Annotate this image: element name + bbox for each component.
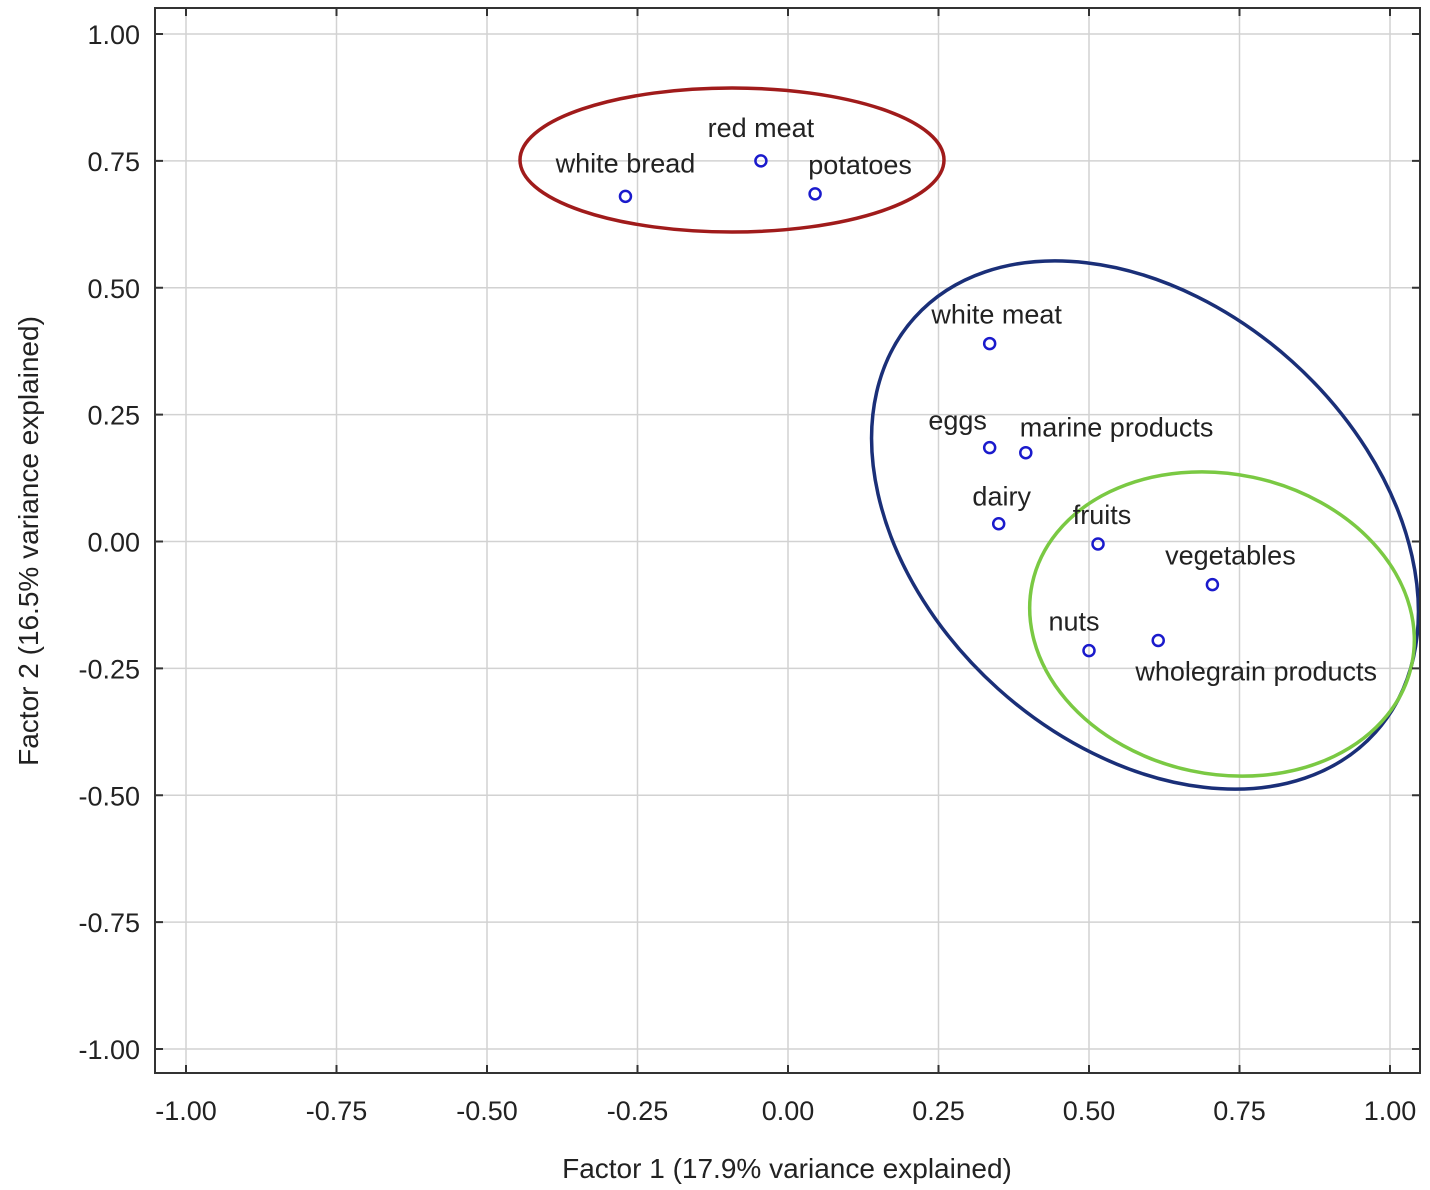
point-label: white meat bbox=[930, 300, 1062, 330]
y-tick-label: 1.00 bbox=[87, 20, 140, 50]
cluster-ellipse bbox=[1027, 470, 1417, 778]
x-tick-label: 0.00 bbox=[762, 1096, 815, 1126]
y-tick-label: 0.25 bbox=[87, 401, 140, 431]
x-tick-label: 1.00 bbox=[1364, 1096, 1417, 1126]
data-point bbox=[808, 187, 822, 201]
point-label: nuts bbox=[1048, 607, 1099, 637]
point-label: fruits bbox=[1073, 500, 1132, 530]
x-tick-label: 0.50 bbox=[1063, 1096, 1116, 1126]
cluster-ellipses bbox=[518, 86, 1421, 791]
point-label: dairy bbox=[972, 482, 1031, 512]
x-tick-label: -0.50 bbox=[456, 1096, 518, 1126]
y-tick-label: 0.50 bbox=[87, 274, 140, 304]
x-tick-label: 0.75 bbox=[1213, 1096, 1266, 1126]
x-tick-label: 0.25 bbox=[912, 1096, 965, 1126]
data-point bbox=[982, 336, 997, 351]
data-point bbox=[982, 440, 997, 455]
y-tick-label: -0.50 bbox=[78, 781, 140, 811]
axis-ticks: -1.00 -0.75 -0.50 -0.25 0.00 0.25 0.50 0.75 1.00… bbox=[78, 8, 1420, 1126]
point-label: wholegrain products bbox=[1134, 656, 1377, 686]
x-tick-label: -0.75 bbox=[306, 1096, 368, 1126]
x-axis-title: Factor 1 (17.9% variance explained) bbox=[562, 1153, 1012, 1184]
x-tick-label: -1.00 bbox=[155, 1096, 217, 1126]
grid bbox=[155, 8, 1420, 1073]
data-points: red meat white bread potatoes white meat egg… bbox=[555, 113, 1377, 687]
x-tick-label: -0.25 bbox=[607, 1096, 669, 1126]
data-point bbox=[1091, 537, 1105, 551]
y-tick-label: -0.25 bbox=[78, 654, 140, 684]
data-point bbox=[1082, 643, 1096, 658]
data-point bbox=[754, 154, 768, 168]
point-label: vegetables bbox=[1165, 541, 1296, 571]
data-point bbox=[1205, 577, 1220, 592]
point-label: eggs bbox=[928, 406, 987, 436]
data-point bbox=[1151, 633, 1165, 648]
y-tick-label: -0.75 bbox=[78, 908, 140, 938]
data-point bbox=[1019, 445, 1033, 460]
point-label: potatoes bbox=[808, 150, 912, 180]
data-point bbox=[991, 516, 1006, 531]
y-axis-title: Factor 2 (16.5% variance explained) bbox=[13, 316, 44, 766]
cluster-ellipse bbox=[869, 259, 1421, 791]
point-label: marine products bbox=[1020, 413, 1214, 443]
cluster-ellipse bbox=[518, 86, 946, 234]
data-point bbox=[618, 189, 633, 204]
point-label: red meat bbox=[708, 113, 815, 143]
y-tick-label: 0.75 bbox=[87, 147, 140, 177]
y-tick-label: 0.00 bbox=[87, 528, 140, 558]
point-label: white bread bbox=[555, 148, 696, 178]
y-tick-label: -1.00 bbox=[78, 1035, 140, 1065]
